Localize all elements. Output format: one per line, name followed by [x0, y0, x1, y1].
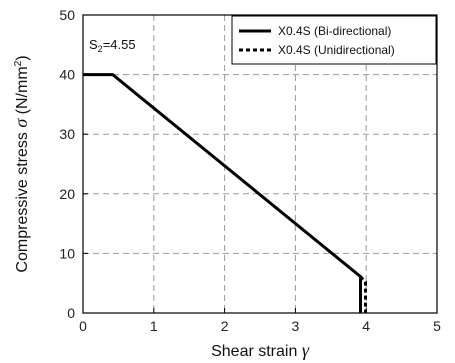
- legend-box: [231, 15, 437, 65]
- series-line-unidirectional: [359, 275, 367, 313]
- y-tick-label: 10: [59, 245, 75, 261]
- y-axis-title-symbol: σ: [11, 118, 31, 128]
- y-axis-title-text: Compressive stress: [14, 128, 31, 273]
- y-axis-title-close: ): [14, 55, 31, 60]
- x-tick-label: 3: [292, 318, 300, 334]
- x-tick-label: 2: [221, 318, 229, 334]
- x-tick-label: 1: [150, 318, 158, 334]
- y-tick-label: 20: [59, 186, 75, 202]
- x-axis-title: Shear strain γ: [211, 340, 310, 360]
- y-axis-title: Compressive stress σ (N/mm2): [11, 55, 31, 272]
- annotation-main: S: [89, 37, 98, 52]
- legend-label-bi-directional: X0.4S (Bi-directional): [278, 24, 391, 38]
- plot-frame: [82, 14, 438, 314]
- y-tick-label: 50: [59, 7, 75, 23]
- y-tick-label: 30: [59, 126, 75, 142]
- y-tick-label: 0: [67, 305, 75, 321]
- x-tick-label: 0: [79, 318, 87, 334]
- x-axis-title-text: Shear strain: [211, 343, 302, 360]
- annotation-subscript: 2: [98, 44, 103, 54]
- series-line-bi-directional: [83, 73, 362, 313]
- y-axis-title-units: (N/mm: [14, 66, 31, 118]
- x-axis-title-symbol: γ: [302, 340, 310, 360]
- s2-annotation: S2=4.55: [89, 37, 136, 54]
- legend-label-unidirectional: X0.4S (Unidirectional): [278, 43, 395, 57]
- x-tick-label: 5: [433, 318, 441, 334]
- annotation-rest: =4.55: [103, 37, 136, 52]
- series-layer: [83, 73, 367, 313]
- grid-lines: [83, 15, 437, 313]
- tick-marks: [82, 14, 438, 314]
- y-axis-title-superscript: 2: [13, 60, 24, 66]
- legend: X0.4S (Bi-directional) X0.4S (Unidirecti…: [231, 15, 437, 65]
- x-tick-label: 4: [362, 318, 370, 334]
- y-tick-label: 40: [59, 67, 75, 83]
